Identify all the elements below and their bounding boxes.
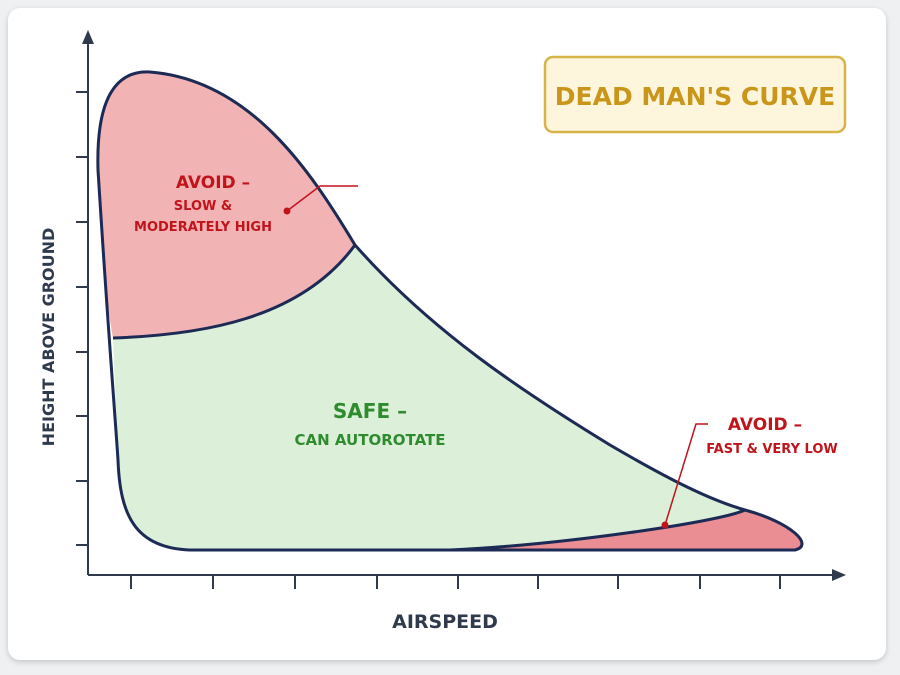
x-axis-label: AIRSPEED: [392, 611, 498, 633]
y-axis-ticks: [76, 91, 88, 546]
title-box: [543, 55, 847, 134]
lower-avoid-line1: FAST & VERY LOW: [706, 442, 837, 457]
upper-avoid-leader-line: [286, 185, 358, 212]
lower-avoid-leader-dot: [661, 521, 669, 529]
upper-avoid-region: [97, 71, 355, 338]
diagram-title: DEAD MAN'S CURVE: [555, 82, 835, 111]
lower-boundary-curve: [449, 508, 746, 552]
upper-avoid-line1: SLOW &: [174, 199, 232, 214]
y-axis-label: HEIGHT ABOVE GROUND: [39, 228, 58, 447]
upper-avoid-leader-dot: [283, 207, 291, 215]
safe-heading: SAFE –: [333, 399, 407, 423]
safe-zone-region: [113, 245, 745, 550]
upper-boundary-curve: [112, 244, 357, 340]
upper-avoid-heading: AVOID –: [176, 173, 250, 193]
lower-avoid-heading: AVOID –: [728, 415, 802, 435]
x-axis-ticks: [130, 575, 781, 589]
y-axis-arrow: [82, 30, 94, 44]
lower-avoid-leader-line: [664, 423, 708, 526]
upper-avoid-line2: MODERATELY HIGH: [134, 220, 272, 235]
safe-line1: CAN AUTOROTATE: [295, 431, 446, 449]
x-axis-arrow: [832, 569, 846, 581]
